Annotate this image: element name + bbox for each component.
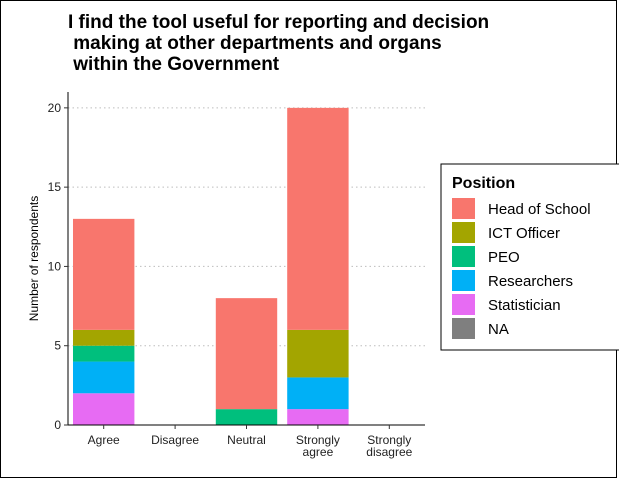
legend-label: Statistician — [488, 297, 561, 314]
bar-segment — [72, 345, 135, 362]
x-tick-label: Disagree — [151, 433, 199, 447]
axes: 0 5 10 15 20 Agree Disagree Neutral Strongly agre… — [48, 92, 425, 459]
legend-swatch — [452, 318, 475, 339]
legend-swatch — [452, 246, 475, 267]
bar-segment — [72, 361, 135, 394]
bars — [72, 107, 349, 425]
y-tick-label: 15 — [48, 180, 62, 194]
y-axis-label-group: Number of respondents — [27, 196, 41, 321]
x-tick-label: Strongly agree — [296, 433, 340, 459]
bar-segment — [215, 409, 278, 425]
y-tick-label: 20 — [48, 101, 62, 115]
legend: Position Head of School ICT Officer PEO Rese… — [440, 163, 619, 351]
legend-label: Head of School — [488, 201, 591, 218]
y-tick-label: 10 — [48, 259, 62, 273]
chart-title-line: making at other departments and organs — [68, 33, 442, 54]
legend-swatch — [452, 198, 475, 219]
bar-segment — [287, 377, 349, 410]
legend-label: ICT Officer — [488, 225, 560, 242]
y-tick-label: 5 — [54, 339, 61, 353]
bar-segment — [72, 329, 135, 346]
legend-title: Position — [452, 175, 515, 192]
x-tick-label: Strongly disagree — [366, 433, 412, 459]
legend-swatch — [452, 270, 475, 291]
bar-segment — [215, 298, 278, 410]
bar-segment — [287, 409, 349, 425]
bar-segment — [72, 393, 135, 425]
legend-label: PEO — [488, 249, 520, 266]
x-tick-label: Neutral — [227, 433, 266, 447]
chart-title-line: I find the tool useful for reporting and… — [68, 12, 489, 33]
bar-segment — [287, 107, 349, 330]
legend-label: NA — [488, 321, 509, 338]
x-tick-label: Agree — [88, 433, 120, 447]
legend-label: Researchers — [488, 273, 573, 290]
bar-segment — [72, 218, 135, 330]
y-axis-label: Number of respondents — [27, 196, 41, 321]
chart-title: I find the tool useful for reporting and… — [68, 12, 489, 75]
y-tick-label: 0 — [54, 418, 61, 432]
legend-swatch — [452, 294, 475, 315]
bar-segment — [287, 329, 349, 378]
chart-title-line: within the Government — [68, 54, 280, 75]
legend-swatch — [452, 222, 475, 243]
